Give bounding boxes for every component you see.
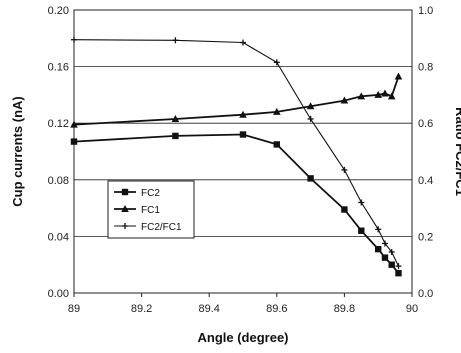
data-point — [172, 132, 179, 140]
y2-tick-label: 0.0 — [418, 288, 433, 300]
legend-label: FC2/FC1 — [141, 222, 182, 233]
plot-area — [73, 9, 413, 294]
y2-tick-label: 1.0 — [418, 5, 433, 17]
grid-lines — [74, 9, 412, 294]
series-fc1 — [70, 72, 403, 128]
data-point — [306, 102, 315, 110]
y-tick-label: 0.20 — [48, 5, 69, 17]
x-tick-label: 89.4 — [198, 303, 219, 315]
data-point — [71, 36, 77, 43]
legend-label: FC2 — [141, 188, 160, 199]
data-point — [273, 141, 280, 148]
y-tick-label: 0.04 — [48, 231, 69, 243]
data-point — [381, 240, 388, 247]
x-axis-ticks: 89 89.2 89.4 89.6 89.8 90 — [68, 293, 418, 315]
data-point — [307, 115, 314, 122]
y2-tick-label: 0.2 — [418, 231, 433, 243]
legend-marker — [121, 205, 129, 212]
data-point — [307, 175, 314, 182]
data-point — [172, 37, 179, 44]
x-tick-label: 89.2 — [131, 303, 152, 315]
y2-axis-ticks: 0.0 0.2 0.4 0.6 0.8 1.0 — [418, 5, 433, 300]
data-point — [358, 199, 365, 206]
x-tick-label: 89.8 — [334, 303, 355, 315]
legend-label: FC1 — [141, 205, 160, 216]
data-point — [239, 131, 247, 138]
data-point — [375, 245, 382, 253]
data-point — [340, 96, 349, 104]
data-point — [375, 226, 382, 233]
data-point — [395, 269, 402, 277]
data-point — [273, 107, 281, 115]
data-point — [388, 261, 395, 268]
y2-axis-title: Ratio FC2/FC1 — [453, 107, 461, 196]
series-layer — [70, 36, 403, 277]
y2-tick-label: 0.4 — [418, 175, 433, 187]
data-point — [171, 114, 180, 122]
data-point — [341, 206, 348, 213]
data-point — [381, 254, 389, 261]
x-tick-label: 89 — [68, 303, 80, 315]
data-point — [239, 110, 247, 118]
legend-entry: FC2 — [114, 188, 160, 199]
data-point — [70, 120, 78, 128]
legend-entry: FC2/FC1 — [114, 222, 182, 233]
series-fc2 — [70, 131, 402, 277]
y-tick-label: 0.00 — [48, 288, 69, 300]
data-point — [70, 138, 78, 145]
series-fc2-fc1 — [71, 36, 402, 270]
y2-tick-label: 0.6 — [418, 118, 433, 130]
y-axis-title: Cup currents (nA) — [10, 96, 25, 207]
data-point — [374, 90, 382, 98]
data-point — [240, 39, 246, 46]
legend-marker — [122, 223, 128, 229]
data-point — [357, 92, 366, 100]
x-tick-label: 89.6 — [266, 303, 287, 315]
series-line — [73, 76, 400, 126]
legend: FC2 FC1 FC2/FC1 — [107, 180, 195, 239]
legend-entry: FC1 — [114, 205, 160, 216]
x-tick-label: 90 — [406, 303, 418, 315]
y-tick-label: 0.16 — [48, 62, 69, 74]
data-point — [341, 166, 348, 173]
data-point — [387, 92, 396, 100]
y-tick-label: 0.12 — [48, 118, 69, 130]
data-point — [358, 227, 365, 234]
legend-marker — [121, 188, 129, 196]
data-point — [395, 263, 402, 270]
data-point — [273, 59, 280, 66]
y-tick-label: 0.08 — [48, 175, 69, 187]
x-axis-title: Angle (degree) — [197, 330, 288, 345]
data-point — [388, 248, 395, 255]
data-point — [381, 89, 389, 97]
y-axis-ticks: 0.00 0.04 0.08 0.12 0.16 0.20 — [48, 5, 69, 300]
data-point — [394, 72, 403, 80]
y2-tick-label: 0.8 — [418, 62, 433, 74]
